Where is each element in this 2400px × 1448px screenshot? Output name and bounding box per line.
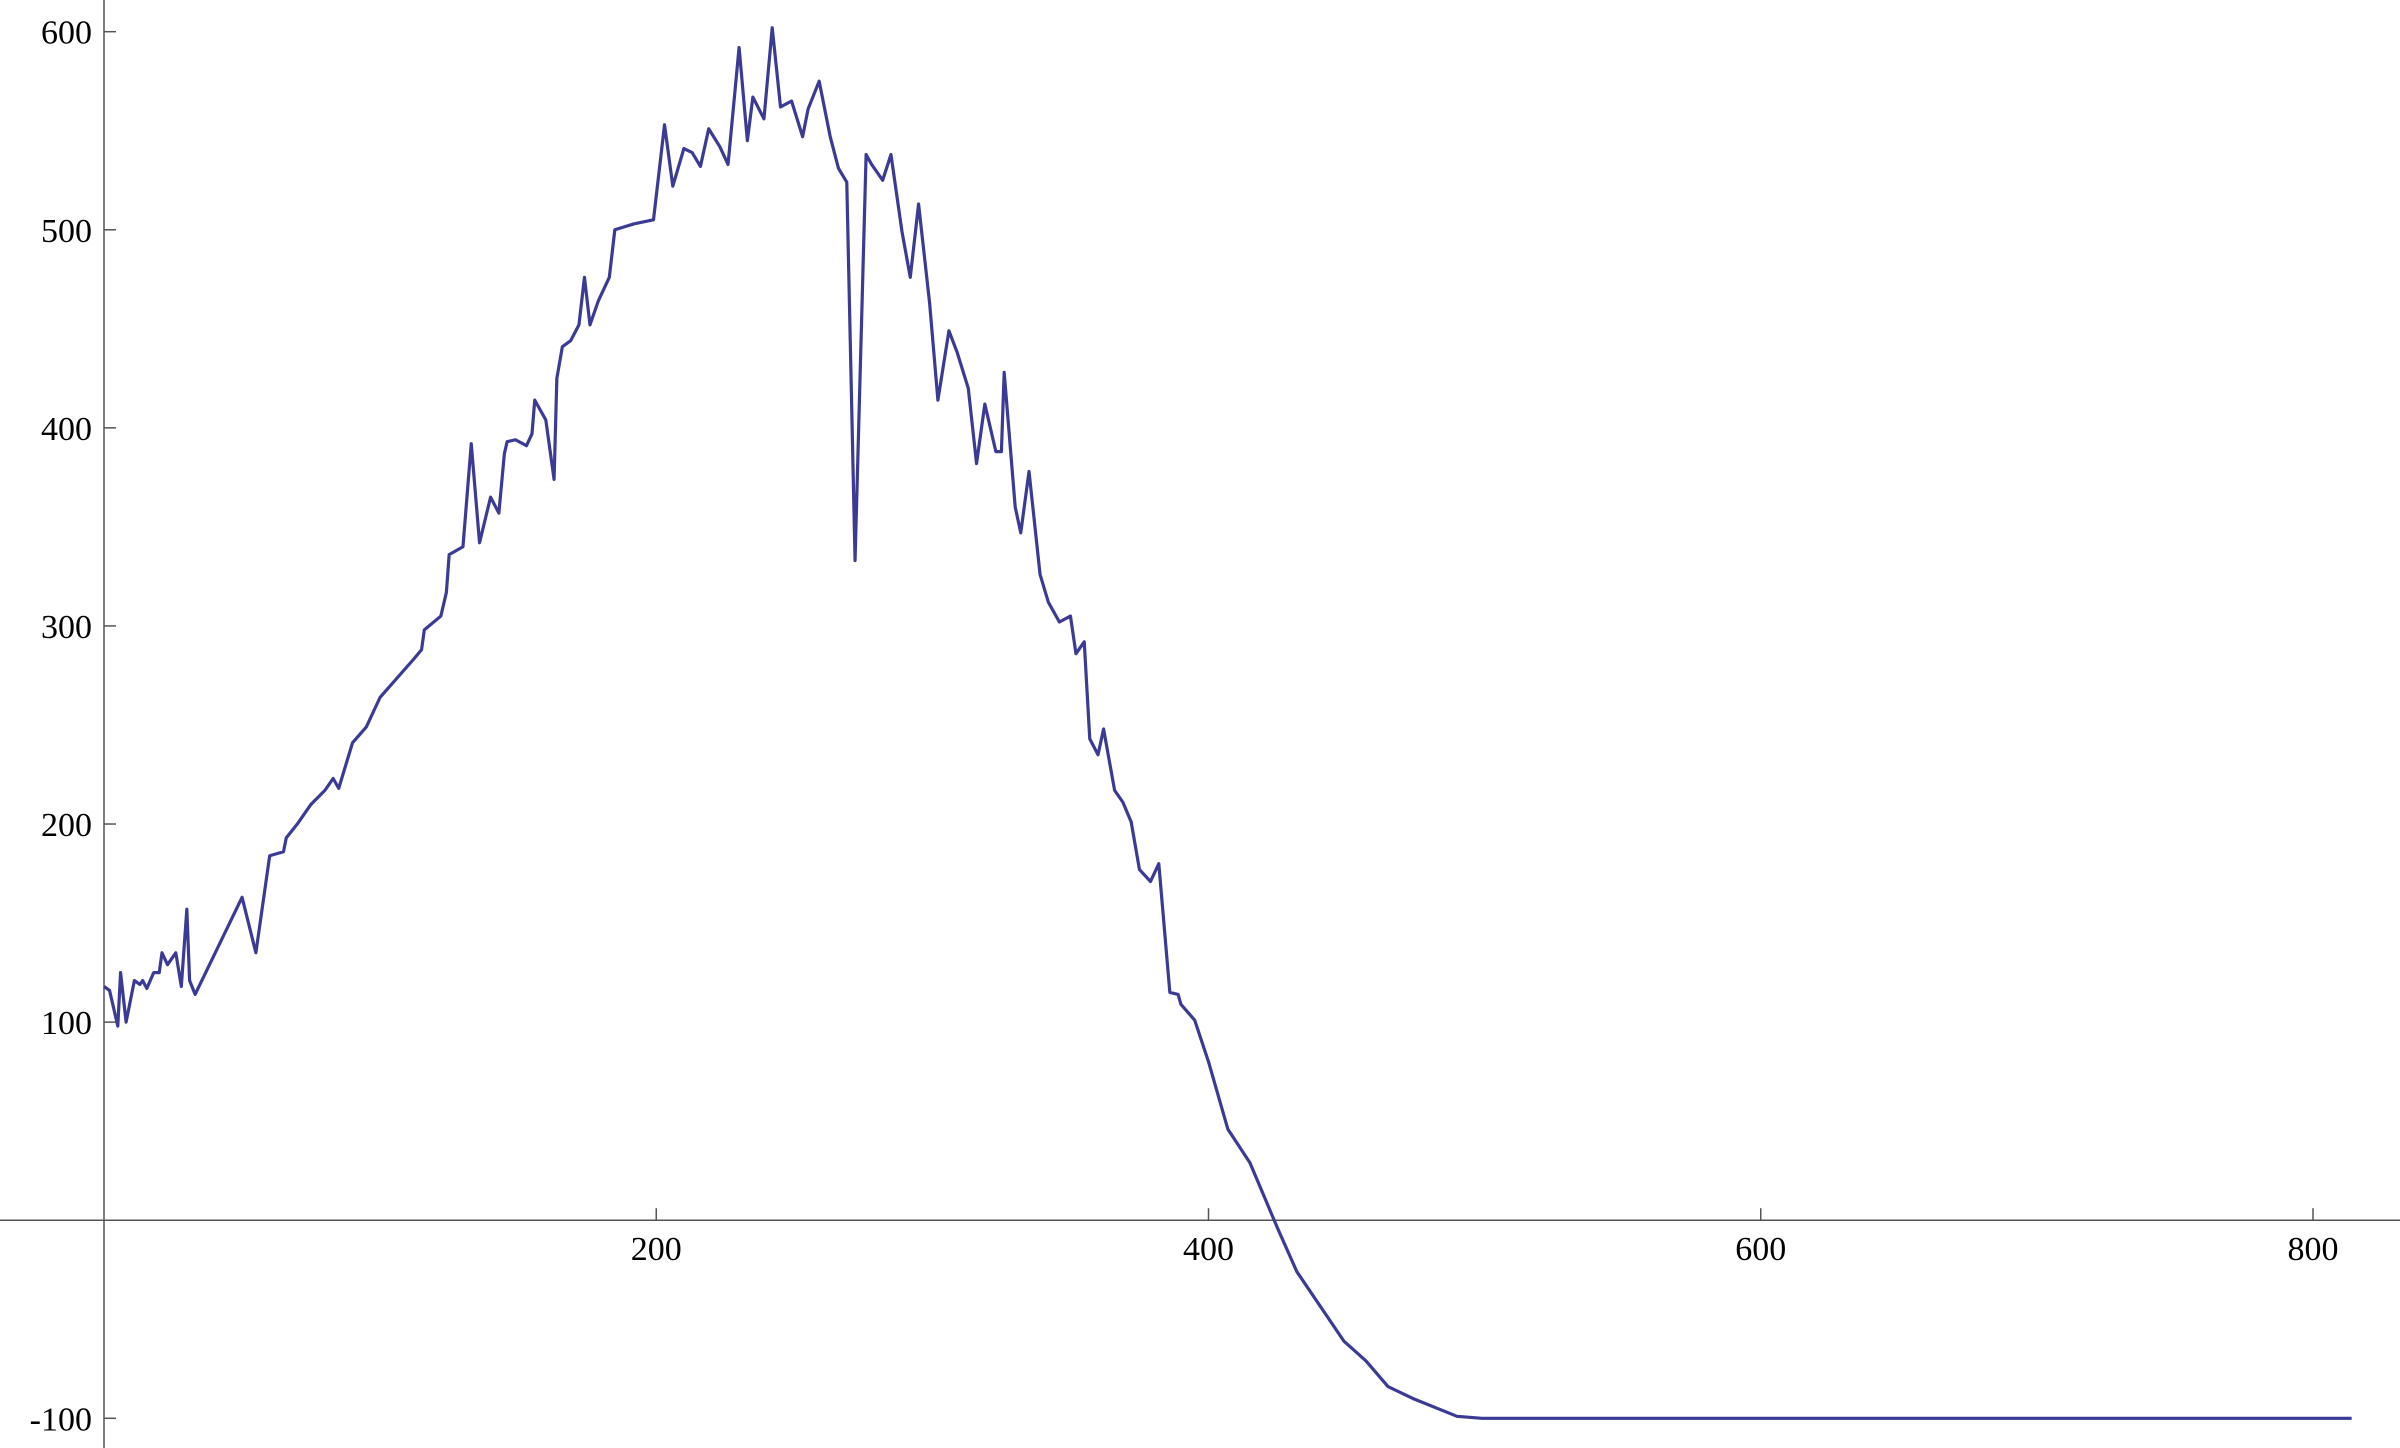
- y-tick-label: -100: [30, 1401, 92, 1438]
- data-line: [103, 26, 2352, 1420]
- y-tick-label: 200: [41, 807, 92, 844]
- x-tick-label: 800: [2288, 1231, 2339, 1268]
- x-tick-label: 200: [631, 1231, 682, 1268]
- y-tick-label: 500: [41, 213, 92, 250]
- x-tick-label: 400: [1183, 1231, 1234, 1268]
- y-tick-label: 100: [41, 1005, 92, 1042]
- y-tick-label: 400: [41, 411, 92, 448]
- x-tick-label: 600: [1735, 1231, 1786, 1268]
- y-tick-label: 300: [41, 609, 92, 646]
- y-tick-label: 600: [41, 15, 92, 52]
